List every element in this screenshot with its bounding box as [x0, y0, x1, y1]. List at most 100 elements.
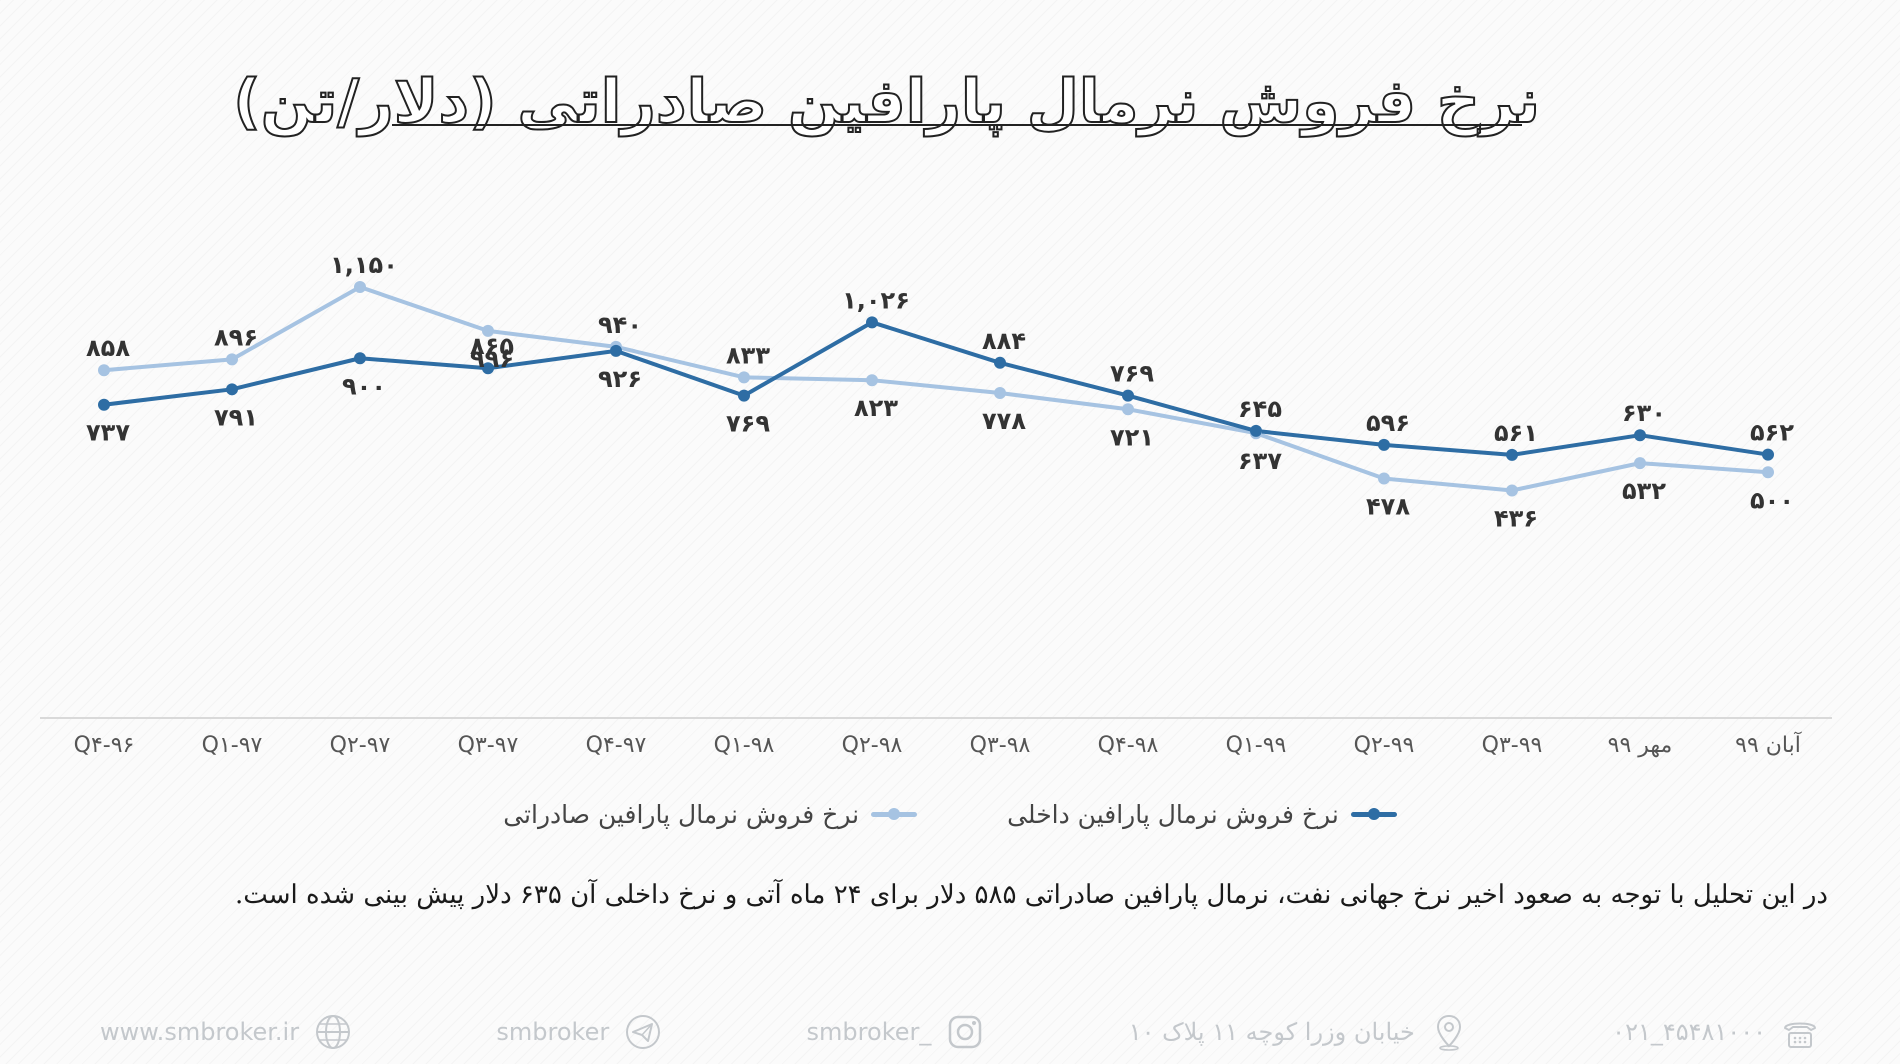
data-label: ۱,۰۲۶ [842, 286, 910, 314]
data-point [1122, 403, 1134, 416]
data-label: ۶۳۷ [1238, 447, 1282, 475]
data-label: ۶۴۵ [1238, 395, 1282, 423]
data-labels: ۸۵۸ ۸۹۶ ۱,۱۵۰ ۹۹۶ ۹۴۰ ۸۳۳ ۸۲۳ ۷۷۸ ۷۲۱ ۶۳۷ ۴۷۸ ۴۳۶ ۵۳… [86, 251, 1794, 532]
data-label: ۵۶۱ [1494, 419, 1538, 447]
x-tick-label: Q۱-۹۷ [202, 733, 263, 758]
x-tick-label: Q۳-۹۸ [970, 733, 1031, 758]
data-point [738, 389, 750, 402]
x-tick-label: Q۴-۹۸ [1098, 733, 1159, 758]
legend-item-export: نرخ فروش نرمال پارافین صادراتی [503, 800, 918, 829]
data-label: ۵۰۰ [1750, 486, 1794, 514]
data-point [1506, 484, 1518, 497]
phone-text: ۰۲۱_۴۵۴۸۱۰۰۰ [1612, 1018, 1766, 1046]
data-label: ۹۲۶ [598, 365, 642, 393]
x-tick-label: Q۲-۹۷ [330, 733, 391, 758]
data-label: ۵۳۲ [1622, 477, 1666, 505]
data-label: ۸۸۴ [982, 327, 1026, 355]
data-point [994, 356, 1006, 369]
data-point [1378, 438, 1390, 451]
x-tick-label: Q۳-۹۷ [458, 733, 519, 758]
data-label: ۸۶۵ [470, 332, 514, 360]
data-point [1378, 472, 1390, 485]
data-label: ۶۳۰ [1622, 399, 1666, 427]
footer-address: خیابان وزرا کوچه ۱۱ پلاک ۱۰ [1129, 1012, 1469, 1052]
data-label: ۹۴۰ [598, 311, 642, 339]
data-point [226, 353, 238, 366]
data-point [482, 324, 494, 337]
footer-telegram[interactable]: smbroker [496, 1012, 663, 1052]
legend-label-export: نرخ فروش نرمال پارافین صادراتی [503, 800, 860, 829]
data-point [1506, 448, 1518, 461]
data-point [866, 316, 878, 329]
x-axis-tick-labels: Q۴-۹۶ Q۱-۹۷ Q۲-۹۷ Q۳-۹۷ Q۴-۹۷ Q۱-۹۸ Q۲-۹۸ Q۳-۹۸… [74, 731, 1802, 758]
data-label: ۷۲۱ [1110, 423, 1154, 451]
legend-swatch-domestic [1350, 808, 1397, 820]
telegram-icon [623, 1012, 663, 1052]
legend-item-domestic: نرخ فروش نرمال پارافین داخلی [1007, 800, 1397, 829]
x-tick-label: Q۲-۹۹ [1354, 733, 1415, 758]
data-point [994, 387, 1006, 400]
legend: نرخ فروش نرمال پارافین داخلی نرخ فروش نر… [0, 800, 1900, 829]
data-label: ۷۶۹ [1110, 360, 1154, 388]
location-pin-icon [1429, 1012, 1469, 1052]
x-tick-label: Q۱-۹۹ [1226, 733, 1287, 758]
x-tick-label: Q۲-۹۸ [842, 733, 903, 758]
data-label: ۷۶۹ [726, 410, 770, 438]
data-label: ۸۵۸ [86, 334, 130, 362]
data-point [354, 281, 366, 293]
data-point [98, 398, 110, 411]
data-label: ۷۳۷ [86, 419, 130, 447]
instagram-text: smbroker_ [806, 1018, 932, 1046]
website-text: www.smbroker.ir [100, 1018, 300, 1046]
data-point [226, 383, 238, 396]
data-label: ۹۰۰ [342, 372, 386, 400]
data-label: ۵۶۲ [1750, 419, 1794, 447]
data-point [1634, 457, 1646, 470]
series-line-export [103, 285, 1769, 493]
x-tick-label: آبان ۹۹ [1735, 731, 1802, 758]
x-tick-label: Q۱-۹۸ [714, 733, 775, 758]
x-tick-label: Q۴-۹۷ [586, 733, 647, 758]
data-point [866, 374, 878, 387]
data-label: ۸۲۳ [854, 394, 898, 422]
address-text: خیابان وزرا کوچه ۱۱ پلاک ۱۰ [1128, 1018, 1415, 1046]
data-label: ۵۹۶ [1366, 409, 1410, 437]
telephone-icon [1780, 1012, 1820, 1052]
title-underline [392, 124, 1522, 126]
data-label: ۸۹۶ [214, 323, 258, 351]
series-line-domestic [103, 320, 1769, 457]
data-label: ۷۹۱ [214, 403, 258, 431]
footer: www.smbroker.ir smbroker smbroker_ خیابا… [100, 1010, 1820, 1054]
globe-icon [313, 1012, 353, 1052]
data-label: ۷۷۸ [982, 407, 1026, 435]
data-point [1122, 389, 1134, 402]
chart-title: نرخ فروش نرمال پارافین صادراتی (دلار/تن) [232, 66, 1540, 138]
data-point [1250, 424, 1262, 437]
series-points [98, 281, 1774, 497]
footer-phone[interactable]: ۰۲۱_۴۵۴۸۱۰۰۰ [1612, 1012, 1820, 1052]
data-point [354, 352, 366, 365]
data-point [1634, 429, 1646, 442]
x-tick-label: Q۳-۹۹ [1482, 733, 1543, 758]
data-label: ۸۳۳ [726, 341, 770, 369]
data-label: ۹۹۶ [470, 345, 514, 373]
instagram-icon [945, 1012, 985, 1052]
x-tick-label: مهر ۹۹ [1608, 733, 1673, 758]
line-chart: Q۴-۹۶ Q۱-۹۷ Q۲-۹۷ Q۳-۹۷ Q۴-۹۷ Q۱-۹۸ Q۲-۹۸ Q۳-۹۸… [40, 251, 1832, 758]
data-label: ۴۷۸ [1366, 493, 1410, 521]
data-point [1762, 448, 1774, 461]
x-tick-label: Q۴-۹۶ [74, 733, 135, 758]
data-label: ۴۳۶ [1494, 504, 1538, 532]
series-lines [103, 285, 1769, 493]
data-point [98, 364, 110, 377]
footer-website[interactable]: www.smbroker.ir [100, 1012, 353, 1052]
data-point [482, 362, 494, 375]
analysis-note: در این تحلیل با توجه به صعود اخیر نرخ جه… [234, 880, 1828, 910]
data-point [738, 371, 750, 384]
data-point [610, 344, 622, 357]
chart-title-wrap: نرخ فروش نرمال پارافین صادراتی (دلار/تن) [232, 62, 1540, 142]
telegram-text: smbroker [496, 1018, 610, 1046]
data-point [1762, 466, 1774, 479]
footer-instagram[interactable]: smbroker_ [807, 1012, 986, 1052]
